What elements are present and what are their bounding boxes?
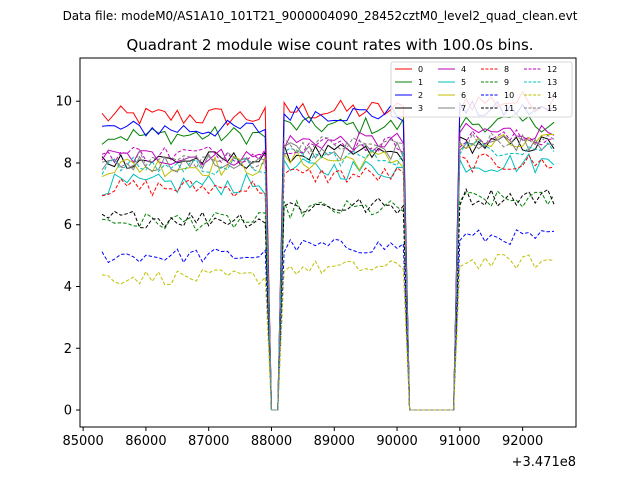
chart-suptitle: Data file: modeM0/AS1A10_101T21_90000040… [63,9,578,23]
legend-label: 10 [504,91,514,100]
legend-box [390,61,573,118]
legend-label: 14 [547,91,557,100]
y-tick-label: 4 [64,280,72,295]
y-tick-label: 2 [64,342,72,357]
legend-label: 8 [504,65,509,74]
legend-label: 9 [504,78,509,87]
legend-label: 1 [418,78,423,87]
series-line-5 [101,152,555,411]
y-tick-label: 8 [64,156,72,171]
plot-area [101,90,555,411]
x-tick-label: 92000 [502,434,543,449]
y-tick-label: 6 [64,218,72,233]
series-line-11 [101,187,555,411]
series-line-15 [101,132,555,411]
series-line-8 [101,153,555,411]
series-line-1 [101,112,555,411]
y-tick-label: 0 [64,404,72,419]
series-line-6 [101,133,555,411]
legend-label: 11 [504,104,514,113]
y-tick-label: 10 [55,95,72,110]
x-offset-label: +3.471e8 [512,455,576,470]
x-axis: 85000 86000 87000 88000 89000 90000 91000 92000 [62,427,543,449]
legend-label: 5 [461,78,466,87]
x-tick-label: 86000 [125,434,166,449]
x-tick-label: 88000 [251,434,292,449]
x-tick-label: 91000 [439,434,480,449]
x-tick-label: 87000 [188,434,229,449]
series-line-3 [101,135,555,411]
y-axis: 0 2 4 6 8 10 [55,95,80,419]
x-tick-label: 89000 [314,434,355,449]
legend-label: 4 [461,65,466,74]
legend-label: 7 [461,104,466,113]
series-line-14 [101,254,555,411]
legend-label: 2 [418,91,423,100]
series-line-9 [101,190,555,411]
legend-label: 12 [547,65,557,74]
legend-label: 13 [547,78,557,87]
x-tick-label: 90000 [376,434,417,449]
axes-frame [79,57,577,428]
legend-label: 6 [461,91,466,100]
series-line-4 [101,122,555,411]
legend-label: 3 [418,104,423,113]
series-line-13 [101,139,555,411]
x-tick-label: 85000 [62,434,103,449]
series-line-10 [101,229,555,411]
legend-label: 15 [547,104,557,113]
legend-label: 0 [418,65,423,74]
series-line-7 [101,133,555,411]
chart-title: Quadrant 2 module wise count rates with … [126,36,533,54]
